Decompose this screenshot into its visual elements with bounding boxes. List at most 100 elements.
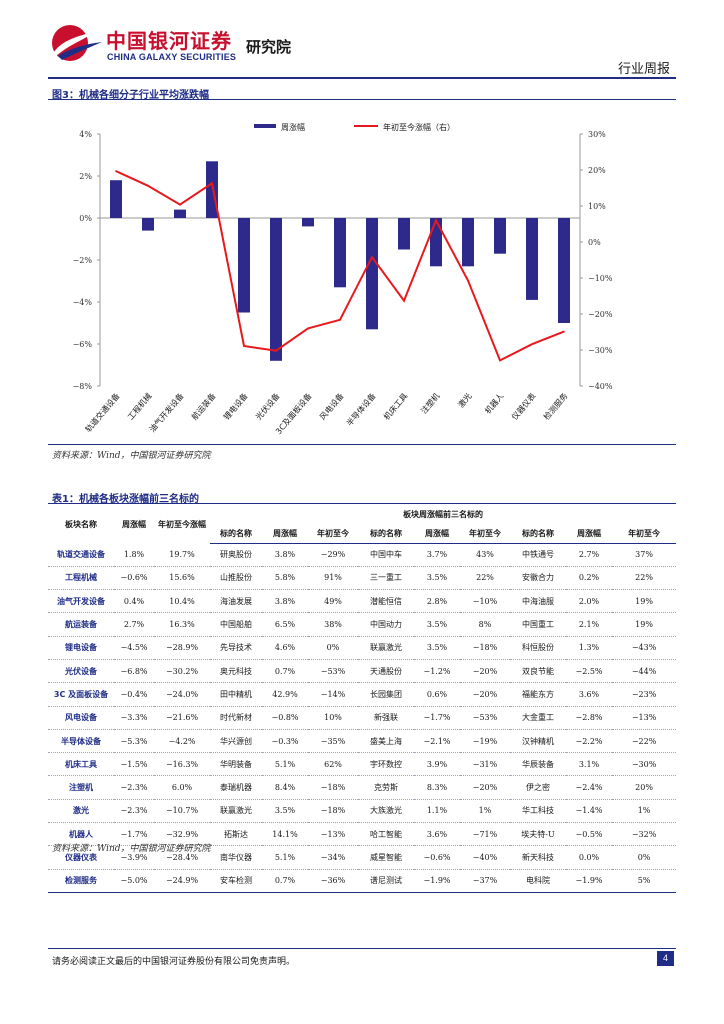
stock-weekly-change: 2.8% [414,589,460,614]
stock-weekly-change: 8.3% [414,775,460,800]
stock-ytd-change: 20% [612,775,677,800]
sector-name: 半导体设备 [48,729,114,754]
sector-name: 轨道交通设备 [48,543,114,567]
stock-weekly-change: −1.9% [566,869,612,893]
right-tick-label: −30% [588,346,613,355]
stock-weekly-change: −0.5% [566,822,612,847]
stock-weekly-change: 3.6% [414,822,460,847]
stock-name: 安车检测 [210,869,262,893]
stock-name: 大金重工 [510,706,566,730]
table-row: 航运装备 2.7% 16.3% 中国船舶 6.5% 38% 中国动力 3.5% 8% 中国重工 2.… [48,612,677,637]
sector-name: 油气开发设备 [48,589,114,614]
left-tick-label: −8% [73,382,93,391]
stock-weekly-change: 0.6% [414,682,460,707]
sector-ytd-change: 16.3% [154,612,210,637]
stock-ytd-change: −32% [612,822,677,847]
stock-ytd-change: −30% [612,752,677,777]
stock-weekly-change: −2.2% [566,729,612,754]
stock-name: 大族激光 [358,799,414,824]
stock-ytd-change: 62% [308,752,358,777]
sector-weekly-change: −0.6% [114,566,154,591]
stock-weekly-change: 3.5% [414,612,460,637]
stock-ytd-change: −31% [460,752,510,777]
stock-name: 中海油服 [510,589,566,614]
footer-disclaimer: 请务必阅读正文最后的中国银河证券股份有限公司免责声明。 [52,957,296,967]
stock-name: 安徽合力 [510,566,566,591]
stock-ytd-change: −20% [460,682,510,707]
footer-divider [48,948,676,949]
weekly-bar [558,218,570,323]
stock-weekly-change: 8.4% [262,775,308,800]
stock-ytd-change: −10% [460,589,510,614]
sector-name: 仪器仪表 [48,845,114,870]
left-tick-label: −2% [73,256,93,265]
stock-weekly-change: 3.5% [414,636,460,660]
stock-ytd-change: 91% [308,566,358,591]
table-title: 表1：机械各板块涨幅前三名标的 [52,494,199,505]
sub-header-name: 标的名称 [210,524,262,544]
sector-weekly-change: −4.5% [114,636,154,660]
stock-weekly-change: 1.1% [414,799,460,824]
stock-name: 奥元科技 [210,659,262,684]
weekly-bar [238,218,250,313]
stock-weekly-change: 3.6% [566,682,612,707]
stock-ytd-change: 1% [612,799,677,824]
sector-name: 锂电设备 [48,636,114,660]
stock-weekly-change: −1.7% [414,706,460,730]
category-label: 轨道交通设备 [83,391,122,434]
stock-name: 联赢激光 [358,636,414,660]
left-tick-label: 4% [79,130,92,139]
weekly-bar [398,218,410,250]
sector-weekly-change: −5.3% [114,729,154,754]
stock-name: 宇环数控 [358,752,414,777]
weekly-bar [174,209,186,218]
stock-name: 华辰装备 [510,752,566,777]
sector-name: 激光 [48,799,114,824]
sector-name: 注塑机 [48,775,114,800]
stock-name: 威星智能 [358,845,414,870]
category-label: 机床工具 [381,391,409,422]
sector-weekly-change: 2.7% [114,612,154,637]
stock-name: 田中精机 [210,682,262,707]
stock-name: 华明装备 [210,752,262,777]
sub-header-name: 标的名称 [358,524,414,544]
stock-ytd-change: −36% [308,869,358,893]
stock-weekly-change: −1.2% [414,659,460,684]
ytd-point [435,219,437,222]
stock-name: 长园集团 [358,682,414,707]
sector-ytd-change: −4.2% [154,729,210,754]
stock-ytd-change: −35% [308,729,358,754]
brand-name-cn: 中国银河证券 [106,29,232,53]
stock-name: 哈工智能 [358,822,414,847]
sector-ytd-change: 6.0% [154,775,210,800]
left-tick-label: −6% [73,340,93,349]
stock-name: 中国重工 [510,612,566,637]
sector-ytd-change: −24.9% [154,869,210,893]
stock-name: 新天科技 [510,845,566,870]
stock-ytd-change: −40% [460,845,510,870]
stock-ytd-change: −20% [460,659,510,684]
figure-bottom-rule [48,444,676,445]
stock-name: 克劳斯 [358,775,414,800]
stock-ytd-change: 19% [612,612,677,637]
stock-name: 中国中车 [358,543,414,567]
header-divider [48,77,676,79]
col-weekly-header: 周涨幅 [122,519,146,529]
weekly-bar [334,218,346,288]
stock-ytd-change: −37% [460,869,510,893]
category-label: 注塑机 [418,391,441,416]
right-tick-label: 20% [588,166,606,175]
stock-weekly-change: 3.8% [262,589,308,614]
top-stocks-table: 板块名称 周涨幅 年初至今涨幅 板块周涨幅前三名标的 标的名称 周涨幅 年初至今… [48,505,677,893]
institute-label: 研究院 [246,38,292,56]
table-row: 风电设备 −3.3% −21.6% 时代新材 −0.8% 10% 新强联 −1.7% −53% 大… [48,706,677,730]
figure-source: 资料来源：Wind，中国银河证券研究院 [52,451,211,461]
stock-name: 中国船舶 [210,612,262,637]
table-row: 工程机械 −0.6% 15.6% 山推股份 5.8% 91% 三一重工 3.5% 22% 安徽合力… [48,566,677,591]
right-tick-label: −40% [588,382,613,391]
stock-ytd-change: 1% [460,799,510,824]
ytd-point [211,182,213,185]
stock-name: 华兴源创 [210,729,262,754]
sector-weekly-change: −3.3% [114,706,154,730]
legend-bar-label: 周涨幅 [281,122,305,132]
